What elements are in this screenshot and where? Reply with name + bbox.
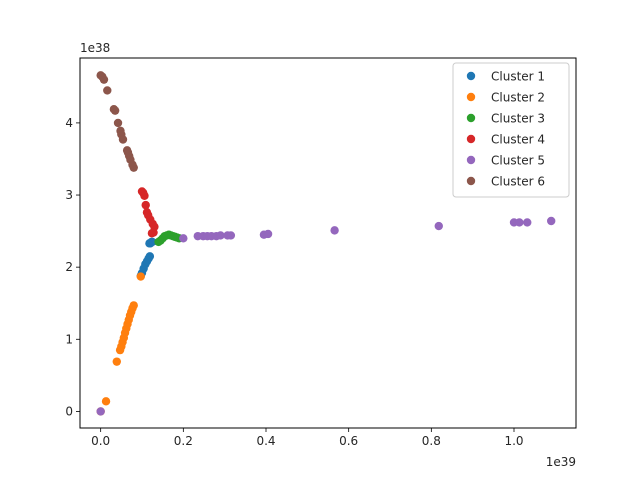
data-point-series-6-16 [129,163,138,172]
legend: Cluster 1 Cluster 2 Cluster 3 Cluster 4 Clus… [452,62,570,198]
legend-marker-5 [466,155,476,165]
legend-marker-6 [466,176,476,186]
data-point-series-5-14 [434,221,443,231]
data-point-series-6-10 [118,135,128,144]
data-point-series-6-7 [113,118,123,128]
series-1 [136,237,157,281]
x-tick-label-4: 0.6 [339,434,358,448]
data-point-series-4-3 [140,191,149,200]
legend-marker-3 [466,113,476,123]
x-tick-label-6: 1.0 [504,434,523,448]
legend-label-5: Cluster 5 [491,154,545,168]
y-tick-label-3: 2 [65,260,73,274]
data-point-series-5-2 [179,234,188,243]
x-tick-label-1: 0.0 [91,434,110,448]
data-point-series-4-11 [147,229,157,238]
data-point-series-5-13 [330,226,339,235]
data-point-series-6-4 [103,86,112,95]
y-tick-label-5: 4 [65,116,73,130]
legend-label-6: Cluster 6 [491,175,545,189]
legend-label-4: Cluster 4 [491,133,545,147]
data-point-series-5-1 [96,407,105,416]
y-axis: 0 1 2 3 4 [65,116,80,418]
x-axis: 0.0 0.2 0.4 0.6 0.8 1.0 [91,428,524,448]
series-4 [137,187,159,238]
data-point-series-6-6 [110,106,120,115]
legend-marker-1 [466,71,476,81]
data-point-series-2-15 [129,301,138,310]
legend-label-3: Cluster 3 [491,112,545,126]
data-point-series-5-10 [226,231,236,240]
legend-label-1: Cluster 1 [491,70,545,84]
y-offset-label: 1e38 [80,41,110,55]
data-point-series-1-11 [148,237,157,247]
data-point-series-5-18 [547,216,556,226]
x-tick-label-3: 0.4 [256,434,275,448]
legend-frame [452,62,570,198]
data-point-series-1-7 [145,252,155,261]
x-tick-label-5: 0.8 [422,434,441,448]
y-tick-label-4: 3 [65,188,73,202]
series-6 [96,71,138,172]
legend-label-2: Cluster 2 [491,91,545,105]
data-point-series-5-17 [523,218,532,227]
data-point-series-4-4 [141,200,150,210]
data-point-series-5-8 [216,231,225,240]
data-point-series-5-16 [515,218,524,227]
data-point-series-2-3 [112,357,121,366]
data-point-series-6-3 [99,75,109,84]
legend-marker-4 [466,134,476,144]
data-point-series-2-16 [136,272,145,281]
plot-marks [96,71,556,416]
plot-area-frame [79,57,577,429]
y-tick-label-2: 1 [65,332,73,346]
series-5 [96,216,556,416]
y-tick-label-1: 0 [65,404,73,418]
x-tick-label-2: 0.2 [174,434,193,448]
legend-marker-2 [466,92,476,102]
data-point-series-5-12 [263,229,273,239]
data-point-series-2-2 [101,397,111,406]
x-offset-label: 1e39 [546,455,576,469]
